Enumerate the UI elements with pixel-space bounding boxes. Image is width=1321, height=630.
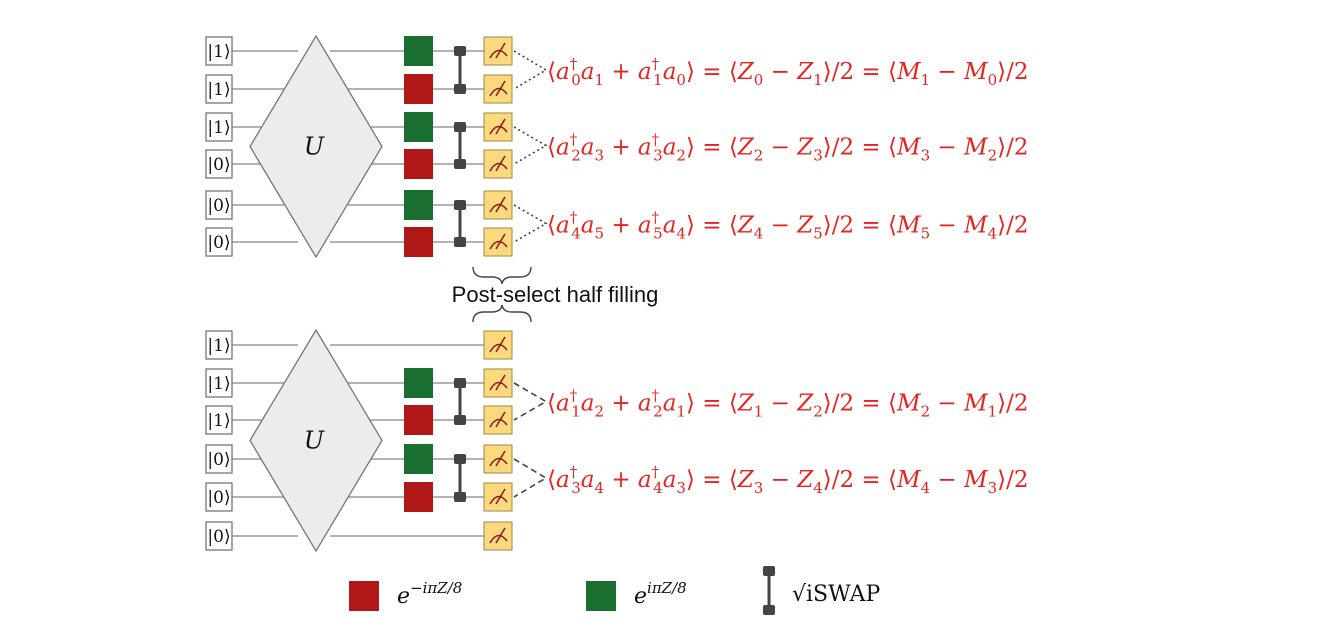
post-select-brace-top xyxy=(472,266,532,285)
expectation-equation: ⟨a† 0a1 + a† 1a0⟩ = ⟨Z0 − Z1⟩/2 = ⟨M1 − M0… xyxy=(547,55,1028,89)
phase-gate-plus xyxy=(404,190,433,220)
expectation-equation: ⟨a† 4a5 + a† 5a4⟩ = ⟨Z4 − Z5⟩/2 = ⟨M5 − M4… xyxy=(547,209,1028,243)
bottom-equations: ⟨a† 1a2 + a† 2a1⟩ = ⟨Z1 − Z2⟩/2 = ⟨M2 − M1… xyxy=(513,382,1028,498)
measurement-meter xyxy=(483,190,513,220)
phase-gate-minus xyxy=(404,74,433,104)
phase-gate-minus xyxy=(404,227,433,257)
sqrt-iswap-gate xyxy=(454,46,466,94)
ket-input: |0⟩ xyxy=(205,482,233,512)
phase-gate-minus xyxy=(404,405,433,435)
sqrt-iswap-gate xyxy=(454,122,466,169)
measurement-meter xyxy=(483,227,513,257)
ket-label: |0⟩ xyxy=(207,196,230,216)
pair-connector xyxy=(513,126,548,165)
measurement-meter xyxy=(483,330,513,360)
legend-red-label: e−iπZ/8 xyxy=(397,579,462,609)
bottom-circuit: |1⟩ |1⟩ |1⟩ |0⟩ |0⟩ |0⟩ U xyxy=(205,328,513,553)
pair-connector xyxy=(513,458,548,498)
measurement-meter xyxy=(483,444,513,474)
legend-green-swatch xyxy=(586,581,616,611)
measurement-meter xyxy=(483,405,513,435)
measurement-meter xyxy=(483,149,513,179)
ket-input: |0⟩ xyxy=(205,521,233,551)
ket-label: |1⟩ xyxy=(207,118,230,138)
legend-red-swatch xyxy=(349,581,379,611)
measurement-meter xyxy=(483,482,513,512)
ket-label: |0⟩ xyxy=(207,527,230,547)
measurement-meter xyxy=(483,521,513,551)
ket-label: |0⟩ xyxy=(207,488,230,508)
top-circuit: |1⟩ |1⟩ |1⟩ |0⟩ |0⟩ |0⟩ U xyxy=(205,34,513,259)
measurement-meter xyxy=(483,368,513,398)
sqrt-iswap-gate xyxy=(454,378,466,425)
measurement-meter xyxy=(483,36,513,66)
phase-gate-minus xyxy=(404,149,433,179)
ket-label: |0⟩ xyxy=(207,233,230,253)
phase-gate-plus xyxy=(404,368,433,398)
expectation-equation: ⟨a† 3a4 + a† 4a3⟩ = ⟨Z3 − Z4⟩/2 = ⟨M4 − M3… xyxy=(547,463,1028,497)
unitary-label: U xyxy=(304,133,325,161)
legend: e−iπZ/8 eiπZ/8 √iSWAP xyxy=(349,566,881,615)
ket-input: |1⟩ xyxy=(205,330,233,360)
expectation-equation: ⟨a† 2a3 + a† 3a2⟩ = ⟨Z2 − Z3⟩/2 = ⟨M3 − M2… xyxy=(547,131,1028,165)
phase-gate-plus xyxy=(404,112,433,142)
ket-label: |1⟩ xyxy=(207,411,230,431)
sqrt-iswap-gate xyxy=(454,454,466,502)
ket-input: |1⟩ xyxy=(205,112,233,142)
phase-gate-plus xyxy=(404,444,433,474)
expectation-equation: ⟨a† 1a2 + a† 2a1⟩ = ⟨Z1 − Z2⟩/2 = ⟨M2 − M1… xyxy=(547,387,1028,421)
post-select-label: Post-select half filling xyxy=(452,282,659,307)
ket-input: |0⟩ xyxy=(205,227,233,257)
measurement-meter xyxy=(483,112,513,142)
ket-input: |0⟩ xyxy=(205,149,233,179)
ket-label: |0⟩ xyxy=(207,450,230,470)
post-select-brace-bottom xyxy=(472,304,532,323)
ket-input: |1⟩ xyxy=(205,368,233,398)
unitary-block xyxy=(249,328,383,553)
ket-label: |1⟩ xyxy=(207,336,230,356)
measurement-meter xyxy=(483,74,513,104)
legend-iswap-icon xyxy=(763,566,775,615)
legend-iswap-label: √iSWAP xyxy=(792,582,881,607)
ket-input: |1⟩ xyxy=(205,405,233,435)
ket-label: |0⟩ xyxy=(207,155,230,175)
ket-label: |1⟩ xyxy=(207,42,230,62)
ket-input: |1⟩ xyxy=(205,36,233,66)
ket-label: |1⟩ xyxy=(207,80,230,100)
pair-connector xyxy=(513,50,548,90)
pair-connector xyxy=(513,204,548,243)
unitary-label: U xyxy=(304,427,325,455)
ket-input: |1⟩ xyxy=(205,74,233,104)
ket-input: |0⟩ xyxy=(205,444,233,474)
sqrt-iswap-gate xyxy=(454,200,466,247)
ket-input: |0⟩ xyxy=(205,190,233,220)
top-equations: ⟨a† 0a1 + a† 1a0⟩ = ⟨Z0 − Z1⟩/2 = ⟨M1 − M0… xyxy=(513,50,1028,243)
legend-green-label: eiπZ/8 xyxy=(634,579,687,609)
pair-connector xyxy=(513,382,548,421)
phase-gate-plus xyxy=(404,36,433,66)
phase-gate-minus xyxy=(404,482,433,512)
ket-label: |1⟩ xyxy=(207,374,230,394)
unitary-block xyxy=(249,34,383,259)
